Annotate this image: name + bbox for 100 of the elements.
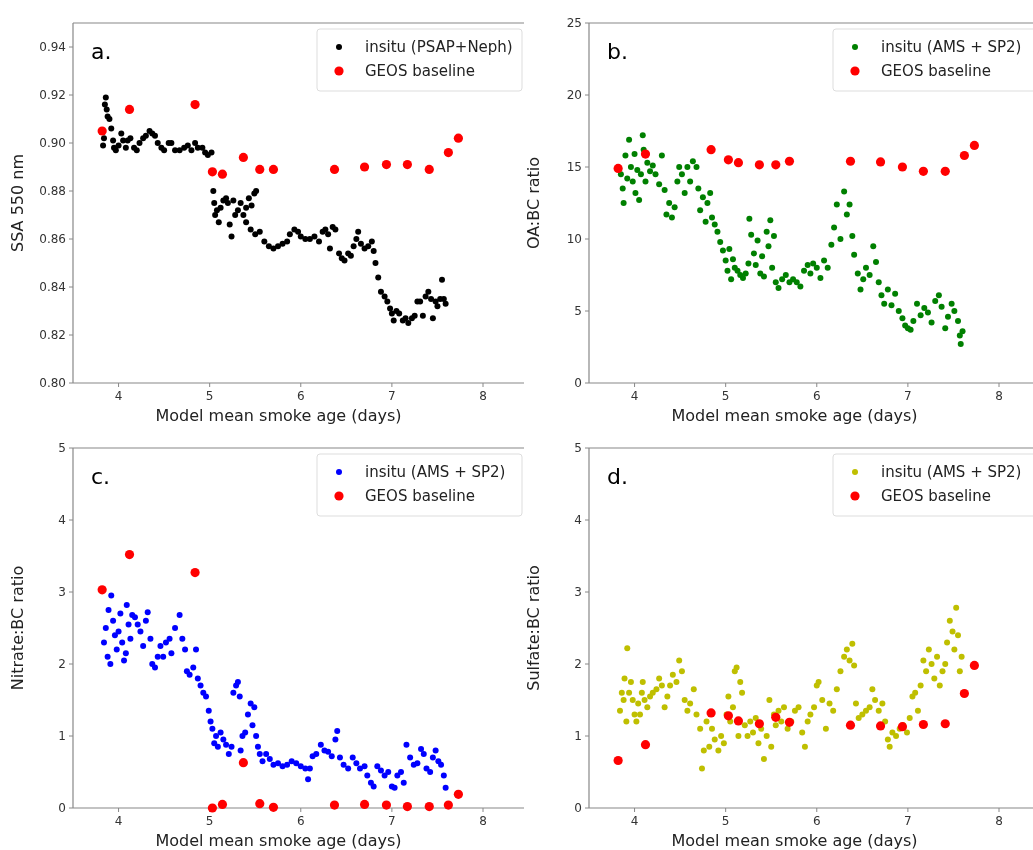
point (733, 716, 744, 726)
point (268, 164, 279, 174)
legend-label: GEOS baseline (881, 62, 992, 81)
y-tick-label: 0.86 (39, 232, 66, 247)
y-axis-title: SSA 550 nm (8, 154, 27, 252)
point (723, 155, 733, 165)
point (381, 160, 392, 170)
legend-label: insitu (PSAP+Neph) (365, 38, 513, 57)
annotation: d. (607, 464, 628, 489)
x-tick-label: 4 (630, 814, 639, 828)
point (754, 160, 764, 170)
point (124, 104, 135, 114)
point (845, 720, 856, 730)
y-tick-label: 5 (58, 441, 66, 456)
y-tick-label: 2 (58, 657, 66, 672)
y-tick-label: 0 (574, 376, 582, 391)
x-axis-title: Model mean smoke age (days) (155, 831, 402, 850)
point (453, 789, 463, 799)
point (754, 719, 764, 729)
point (329, 800, 340, 810)
annotation: b. (607, 39, 628, 64)
y-axis-title: Sulfate:BC ratio (524, 565, 543, 691)
point (706, 708, 716, 718)
point (918, 719, 928, 730)
x-tick-label: 8 (479, 389, 487, 403)
annotation: a. (91, 39, 112, 64)
point (424, 801, 434, 812)
point (940, 719, 950, 729)
y-tick-label: 0.88 (39, 184, 66, 199)
point (255, 164, 265, 174)
y-tick-label: 20 (566, 88, 582, 103)
x-tick-label: 4 (630, 389, 639, 403)
legend-label: insitu (AMS + SP2) (881, 38, 1022, 57)
x-tick-label: 7 (904, 814, 912, 828)
x-tick-label: 4 (114, 814, 123, 828)
point (217, 169, 228, 179)
y-tick-label: 4 (58, 513, 66, 528)
point (238, 758, 248, 768)
x-tick-label: 5 (721, 814, 730, 828)
legend-label: insitu (AMS + SP2) (881, 463, 1022, 482)
y-tick-label: 25 (566, 16, 582, 31)
point (402, 160, 412, 170)
y-tick-label: 0.82 (39, 328, 66, 343)
x-tick-label: 7 (388, 389, 396, 403)
y-tick-label: 0.84 (39, 280, 66, 295)
point (268, 802, 279, 812)
y-tick-label: 15 (566, 160, 582, 175)
y-tick-label: 5 (574, 441, 582, 456)
point (875, 157, 886, 167)
point (640, 149, 651, 159)
x-tick-label: 6 (812, 389, 821, 403)
x-tick-label: 6 (812, 814, 821, 828)
point (613, 755, 623, 766)
y-axis-title: OA:BC ratio (524, 156, 543, 250)
point (845, 156, 856, 166)
x-tick-label: 4 (114, 389, 123, 403)
y-tick-label: 3 (58, 585, 66, 600)
point (238, 152, 248, 162)
point (733, 158, 744, 168)
x-axis-title: Model mean smoke age (days) (671, 831, 918, 850)
point (207, 167, 217, 177)
y-tick-label: 0.94 (39, 40, 66, 55)
point (969, 660, 979, 671)
point (124, 549, 135, 560)
point (443, 148, 453, 158)
y-tick-label: 0.90 (39, 136, 66, 151)
x-tick-label: 8 (995, 389, 1003, 403)
point (217, 799, 228, 809)
point (897, 162, 908, 172)
x-tick-label: 7 (904, 389, 912, 403)
y-tick-label: 1 (574, 729, 582, 744)
x-tick-label: 8 (479, 814, 487, 828)
point (207, 803, 217, 813)
y-tick-label: 0.92 (39, 88, 66, 103)
point (443, 800, 453, 810)
point (359, 162, 370, 172)
y-tick-label: 0 (58, 801, 66, 816)
y-tick-label: 2 (574, 657, 582, 672)
x-tick-label: 5 (205, 389, 214, 403)
x-tick-label: 6 (296, 389, 305, 403)
legend-label: GEOS baseline (365, 62, 476, 81)
legend-label: GEOS baseline (881, 487, 992, 506)
point (255, 799, 265, 809)
point (613, 163, 623, 174)
x-tick-label: 5 (721, 389, 730, 403)
y-axis-title: Nitrate:BC ratio (8, 565, 27, 691)
point (359, 799, 370, 809)
point (190, 567, 200, 578)
x-tick-label: 6 (296, 814, 305, 828)
x-tick-label: 5 (205, 814, 214, 828)
y-tick-label: 3 (574, 585, 582, 600)
y-tick-label: 1 (58, 729, 66, 744)
point (969, 140, 979, 150)
y-tick-label: 10 (566, 232, 582, 247)
point (784, 156, 795, 166)
point (97, 126, 107, 136)
point (959, 150, 969, 161)
point (771, 160, 781, 170)
point (402, 801, 412, 812)
point (640, 740, 651, 750)
